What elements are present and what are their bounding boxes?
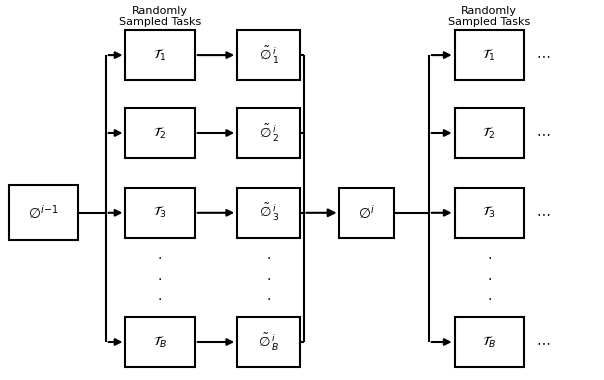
- Text: .: .: [158, 248, 162, 261]
- FancyBboxPatch shape: [237, 188, 301, 238]
- Text: $\mathcal{T}_B$: $\mathcal{T}_B$: [153, 334, 167, 350]
- Text: $\cdots$: $\cdots$: [536, 126, 550, 140]
- Text: $\mathcal{T}_3$: $\mathcal{T}_3$: [153, 205, 167, 220]
- FancyBboxPatch shape: [455, 317, 524, 367]
- Text: $\mathcal{T}_2$: $\mathcal{T}_2$: [483, 125, 496, 141]
- Text: .: .: [487, 269, 492, 282]
- FancyBboxPatch shape: [8, 185, 79, 241]
- Text: $\mathcal{T}_2$: $\mathcal{T}_2$: [153, 125, 167, 141]
- Text: .: .: [266, 248, 271, 261]
- Text: $\tilde{\varnothing}^{\,i}_{\,3}$: $\tilde{\varnothing}^{\,i}_{\,3}$: [259, 202, 279, 223]
- Text: $\tilde{\varnothing}^{\,i}_{\,B}$: $\tilde{\varnothing}^{\,i}_{\,B}$: [259, 331, 279, 353]
- Text: $\tilde{\varnothing}^{\,i}_{\,2}$: $\tilde{\varnothing}^{\,i}_{\,2}$: [259, 122, 279, 144]
- FancyBboxPatch shape: [126, 188, 194, 238]
- FancyBboxPatch shape: [237, 30, 301, 80]
- FancyBboxPatch shape: [237, 317, 301, 367]
- FancyBboxPatch shape: [455, 108, 524, 158]
- Text: $\mathcal{T}_1$: $\mathcal{T}_1$: [483, 48, 496, 63]
- Text: $\tilde{\varnothing}^{\,i}_{\,1}$: $\tilde{\varnothing}^{\,i}_{\,1}$: [259, 44, 279, 66]
- Text: .: .: [487, 248, 492, 261]
- Text: $\cdots$: $\cdots$: [536, 206, 550, 220]
- Text: $\mathcal{T}_1$: $\mathcal{T}_1$: [153, 48, 167, 63]
- FancyBboxPatch shape: [126, 108, 194, 158]
- Text: $\varnothing^{i\!-\!1}$: $\varnothing^{i\!-\!1}$: [28, 204, 59, 222]
- FancyBboxPatch shape: [455, 188, 524, 238]
- Text: .: .: [266, 269, 271, 282]
- Text: .: .: [487, 290, 492, 303]
- FancyBboxPatch shape: [339, 188, 394, 238]
- Text: $\cdots$: $\cdots$: [536, 48, 550, 62]
- FancyBboxPatch shape: [126, 317, 194, 367]
- Text: .: .: [158, 269, 162, 282]
- Text: $\varnothing^{i}$: $\varnothing^{i}$: [358, 204, 375, 222]
- Text: .: .: [158, 290, 162, 303]
- Text: Randomly
Sampled Tasks: Randomly Sampled Tasks: [119, 6, 201, 27]
- Text: .: .: [266, 290, 271, 303]
- FancyBboxPatch shape: [455, 30, 524, 80]
- FancyBboxPatch shape: [237, 108, 301, 158]
- Text: $\mathcal{T}_3$: $\mathcal{T}_3$: [482, 205, 496, 220]
- Text: $\mathcal{T}_B$: $\mathcal{T}_B$: [482, 334, 496, 350]
- Text: Randomly
Sampled Tasks: Randomly Sampled Tasks: [448, 6, 530, 27]
- FancyBboxPatch shape: [126, 30, 194, 80]
- Text: $\cdots$: $\cdots$: [536, 335, 550, 349]
